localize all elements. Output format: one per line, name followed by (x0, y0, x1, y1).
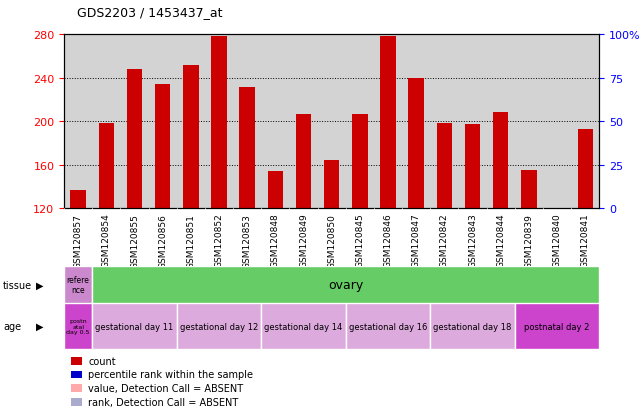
Bar (71, 190, 86, 209)
Text: GSM120854: GSM120854 (102, 213, 111, 268)
Text: GSM120850: GSM120850 (327, 213, 337, 268)
Text: postn
atal
day 0.5: postn atal day 0.5 (67, 318, 90, 335)
Bar (324, 161, 340, 209)
Text: GSM120852: GSM120852 (215, 213, 224, 268)
Bar (437, 124, 452, 209)
Bar (352, 114, 368, 209)
Text: GSM120857: GSM120857 (74, 213, 83, 268)
Bar (515, 304, 599, 349)
Bar (262, 304, 345, 349)
Bar (465, 125, 480, 209)
Bar (240, 88, 255, 209)
Text: ovary: ovary (328, 278, 363, 292)
Bar (345, 304, 430, 349)
Text: age: age (3, 321, 21, 331)
Bar (99, 124, 114, 209)
Bar (578, 129, 593, 209)
Text: GSM120844: GSM120844 (496, 213, 505, 268)
Bar (64, 304, 92, 349)
Text: GSM120856: GSM120856 (158, 213, 167, 268)
Bar (380, 37, 395, 209)
Text: ▶: ▶ (36, 280, 44, 290)
Text: count: count (88, 356, 116, 366)
Bar (408, 78, 424, 209)
Text: GSM120847: GSM120847 (412, 213, 420, 268)
Bar (183, 65, 199, 209)
Text: GSM120855: GSM120855 (130, 213, 139, 268)
Text: GSM120851: GSM120851 (187, 213, 196, 268)
Text: GSM120841: GSM120841 (581, 213, 590, 268)
Text: gestational day 14: gestational day 14 (265, 322, 343, 331)
Text: GSM120839: GSM120839 (524, 213, 533, 268)
Text: gestational day 12: gestational day 12 (180, 322, 258, 331)
Text: GSM120846: GSM120846 (383, 213, 392, 268)
Text: rank, Detection Call = ABSENT: rank, Detection Call = ABSENT (88, 397, 238, 407)
Bar (268, 172, 283, 209)
Bar (177, 304, 262, 349)
Text: value, Detection Call = ABSENT: value, Detection Call = ABSENT (88, 383, 244, 393)
Text: gestational day 11: gestational day 11 (96, 322, 174, 331)
Text: GDS2203 / 1453437_at: GDS2203 / 1453437_at (77, 6, 222, 19)
Bar (212, 37, 227, 209)
Bar (92, 304, 177, 349)
Text: postnatal day 2: postnatal day 2 (524, 322, 590, 331)
Bar (521, 171, 537, 209)
Text: GSM120848: GSM120848 (271, 213, 280, 268)
Bar (430, 304, 515, 349)
Text: percentile rank within the sample: percentile rank within the sample (88, 370, 253, 380)
Text: ▶: ▶ (36, 321, 44, 331)
Bar (493, 113, 508, 209)
Text: GSM120842: GSM120842 (440, 213, 449, 268)
Text: gestational day 18: gestational day 18 (433, 322, 512, 331)
Text: GSM120845: GSM120845 (355, 213, 364, 268)
Text: GSM120843: GSM120843 (468, 213, 477, 268)
Bar (127, 70, 142, 209)
Text: tissue: tissue (3, 280, 32, 290)
Bar (296, 114, 312, 209)
Bar (64, 266, 92, 304)
Text: GSM120840: GSM120840 (553, 213, 562, 268)
Text: GSM120853: GSM120853 (243, 213, 252, 268)
Text: gestational day 16: gestational day 16 (349, 322, 428, 331)
Bar (155, 85, 171, 209)
Text: refere
nce: refere nce (67, 275, 90, 294)
Text: GSM120849: GSM120849 (299, 213, 308, 268)
